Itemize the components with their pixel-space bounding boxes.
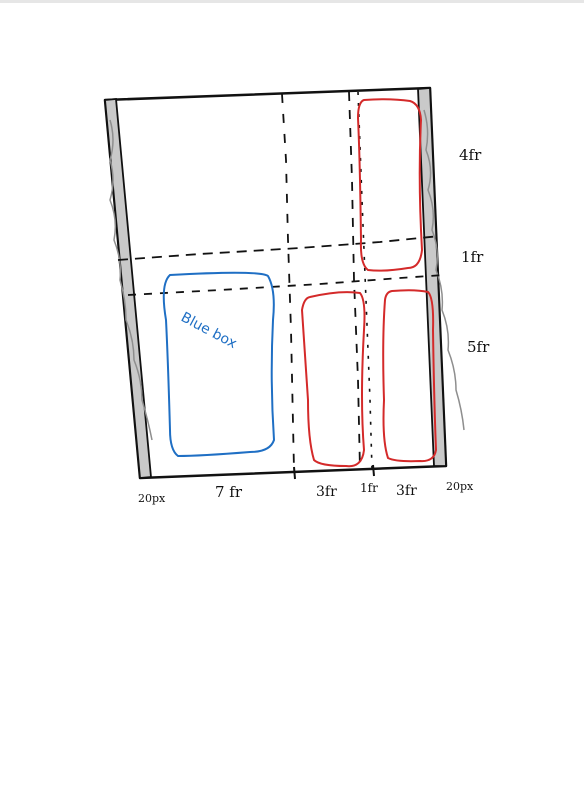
- red-box-bottom-left: [300, 291, 366, 468]
- left-margin-strip: [104, 98, 152, 479]
- grid-line-vertical-1: [281, 93, 295, 471]
- top-edge: [0, 0, 584, 3]
- grid-line-horizontal-1: [117, 235, 441, 261]
- right-margin-strip: [417, 87, 447, 467]
- grid-line-vertical-3: [357, 91, 373, 471]
- column-label-2: 3fr: [316, 484, 337, 500]
- column-label-right-margin: 20px: [446, 480, 474, 493]
- column-tick-1: [293, 466, 296, 480]
- red-box-top: [356, 98, 424, 272]
- row-label-3: 5fr: [467, 338, 490, 356]
- column-label-3: 1fr: [360, 481, 378, 495]
- blue-box-label: Blue box: [178, 309, 239, 352]
- column-label-4: 3fr: [396, 483, 417, 499]
- grid-line-vertical-2: [348, 91, 361, 471]
- blue-box: [162, 271, 276, 458]
- left-margin-hatch: [109, 119, 153, 441]
- column-tick-2: [372, 464, 375, 477]
- column-label-1: 7 fr: [215, 483, 243, 501]
- row-label-2: 1fr: [461, 248, 484, 266]
- grid-line-horizontal-2: [127, 274, 445, 296]
- outer-frame: [103, 86, 448, 480]
- row-label-1: 4fr: [459, 146, 482, 164]
- right-margin-hatch: [423, 109, 465, 431]
- red-box-bottom-right: [382, 289, 438, 463]
- column-label-left-margin: 20px: [138, 492, 166, 505]
